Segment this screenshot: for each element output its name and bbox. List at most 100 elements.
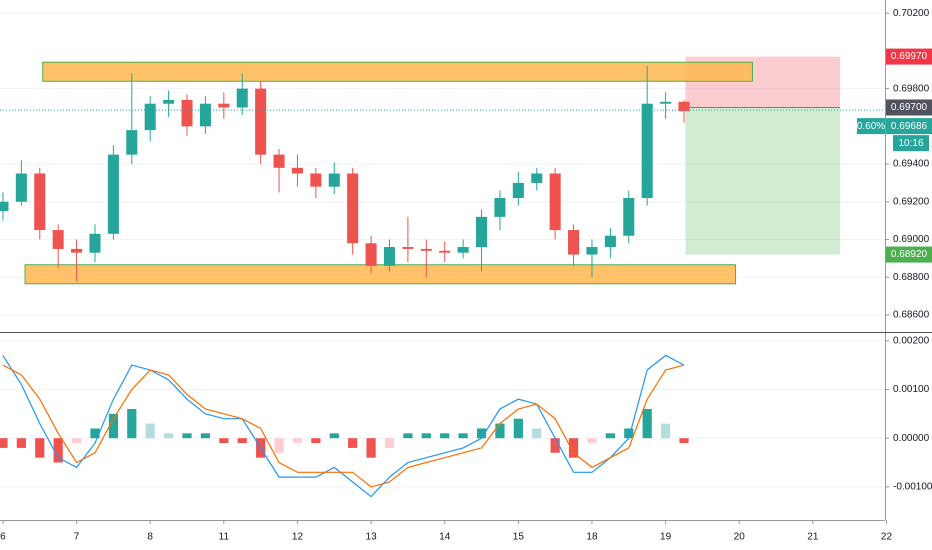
- price-label-box: [886, 246, 932, 263]
- histogram-bar: [0, 438, 8, 448]
- candle-body: [163, 99, 175, 104]
- pane: [0, 354, 689, 498]
- candle-body: [126, 130, 138, 155]
- price-label-box: [886, 99, 932, 116]
- candle-body: [604, 235, 616, 248]
- candle-body: [310, 173, 322, 187]
- y-tick-label: 0.00000: [893, 433, 930, 444]
- histogram-bar: [532, 428, 542, 439]
- histogram-bar: [164, 433, 174, 439]
- x-tick-label: 19: [660, 532, 672, 543]
- candle-body: [144, 103, 156, 131]
- histogram-bar: [71, 438, 82, 444]
- histogram-bar: [237, 438, 247, 444]
- last-price-label-box: [886, 118, 932, 135]
- histogram-bar: [458, 433, 468, 439]
- histogram-bar: [292, 438, 303, 444]
- histogram-bar: [403, 433, 413, 439]
- candle-body: [678, 101, 690, 112]
- candle-body: [512, 182, 524, 198]
- candle-body: [236, 88, 248, 108]
- price-label: 0.69700: [891, 102, 928, 113]
- candle-body: [641, 103, 653, 198]
- candle-body: [476, 216, 488, 248]
- countdown-box: [893, 135, 929, 152]
- candle-body: [494, 198, 506, 217]
- candle-body: [586, 247, 598, 255]
- candle-body: [34, 173, 46, 231]
- histogram-bar: [108, 413, 118, 439]
- zone: [24, 264, 737, 285]
- candle-body: [255, 88, 267, 155]
- x-tick-label: 18: [586, 532, 598, 543]
- candle-body: [273, 154, 285, 168]
- histogram-bar: [127, 408, 137, 439]
- pane: [0, 56, 841, 285]
- candle-body: [549, 173, 561, 231]
- x-tick-label: 20: [734, 532, 746, 543]
- histogram-bar: [624, 428, 634, 439]
- change-label: 0.60%: [857, 121, 885, 132]
- y-tick-label: 0.00100: [893, 384, 930, 395]
- zone: [42, 61, 753, 82]
- target-zone: [685, 107, 841, 255]
- histogram-bar: [421, 433, 431, 439]
- candle-body: [52, 230, 64, 249]
- y-tick-label: 0.69000: [893, 234, 930, 245]
- candle-body: [623, 198, 635, 236]
- candle-body: [71, 248, 83, 253]
- candle-body: [218, 103, 230, 108]
- candle-body: [0, 201, 9, 212]
- histogram-bar: [182, 433, 192, 439]
- x-tick-label: 14: [439, 532, 451, 543]
- x-tick-label: 6: [0, 532, 6, 543]
- candle-body: [15, 173, 27, 202]
- y-tick-label: 0.00200: [893, 335, 930, 346]
- y-tick-label: -0.00100: [893, 482, 932, 493]
- histogram-bar: [568, 438, 579, 458]
- candle-body: [347, 173, 359, 244]
- histogram-bar: [329, 433, 339, 439]
- candle-body: [328, 173, 340, 187]
- x-tick-label: 8: [147, 532, 153, 543]
- x-tick-label: 13: [366, 532, 378, 543]
- change-box: [857, 118, 885, 135]
- histogram-bar: [440, 433, 450, 439]
- candle-body: [531, 173, 543, 183]
- y-tick-label: 0.69800: [893, 83, 930, 94]
- histogram-bar: [476, 428, 487, 439]
- histogram-bar: [513, 418, 523, 439]
- candle-body: [89, 233, 101, 253]
- x-tick-label: 11: [219, 532, 230, 543]
- y-tick-label: 0.68600: [893, 310, 930, 321]
- x-tick-label: 15: [513, 532, 525, 543]
- candle-body: [420, 248, 432, 251]
- candle-body: [291, 167, 303, 174]
- candle-body: [457, 247, 469, 253]
- histogram-bar: [35, 438, 45, 458]
- x-tick-label: 7: [74, 532, 80, 543]
- histogram-bar: [605, 433, 615, 439]
- candle-body: [383, 247, 396, 266]
- histogram-bar: [53, 438, 63, 463]
- histogram-bar: [274, 438, 284, 453]
- price-label: 0.68920: [891, 249, 928, 260]
- histogram-bar: [495, 423, 505, 439]
- histogram-bar: [679, 438, 689, 444]
- y-tick-label: 0.69200: [893, 196, 930, 207]
- candle-body: [439, 250, 451, 253]
- histogram-bar: [16, 438, 26, 448]
- candle-body: [199, 103, 211, 127]
- histogram-bar: [550, 438, 560, 453]
- x-tick-label: 22: [881, 532, 893, 543]
- candle-body: [181, 99, 193, 127]
- histogram-bar: [200, 433, 211, 439]
- price-label: 0.69970: [891, 51, 928, 62]
- y-tick-label: 0.69400: [893, 159, 930, 170]
- histogram-bar: [90, 428, 100, 439]
- histogram-bar: [366, 438, 376, 458]
- x-tick-label: 12: [292, 532, 304, 543]
- macd-line: [2, 354, 685, 498]
- last-price-label: 0.69686: [891, 121, 928, 132]
